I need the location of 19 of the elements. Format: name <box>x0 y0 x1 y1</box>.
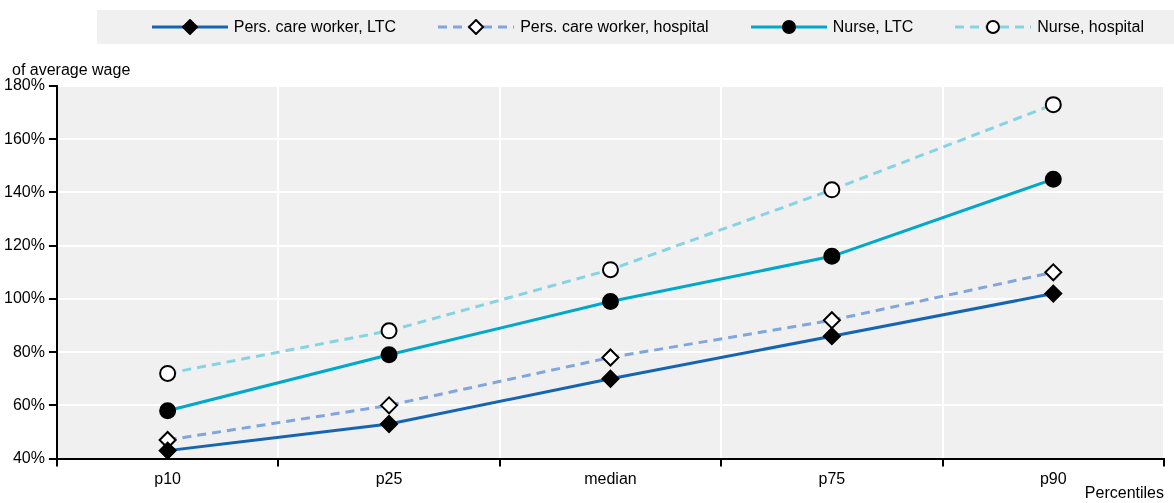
y-tick-label: 120% <box>4 236 45 254</box>
y-tick-label: 80% <box>12 342 45 360</box>
legend-label: Nurse, LTC <box>832 18 914 36</box>
y-tick-label: 60% <box>12 395 45 413</box>
x-tick-label: p90 <box>1039 469 1067 487</box>
legend-label: Nurse, hospital <box>1037 18 1144 36</box>
x-tick-label: median <box>584 469 637 487</box>
legend-label: Pers. care worker, hospital <box>520 18 709 36</box>
x-tick-label: p10 <box>154 469 182 487</box>
x-axis-title: Percentiles <box>1084 483 1164 501</box>
y-tick-label: 140% <box>4 182 45 200</box>
y-tick-label: 160% <box>4 129 45 147</box>
x-tick-label: p25 <box>375 469 403 487</box>
y-tick-label: 100% <box>4 289 45 307</box>
y-tick-label: 40% <box>12 449 45 467</box>
y-axis-title: of average wage <box>12 61 131 79</box>
x-tick-label: p75 <box>818 469 846 487</box>
legend-label: Pers. care worker, LTC <box>233 18 397 36</box>
y-tick-label: 180% <box>4 76 45 94</box>
